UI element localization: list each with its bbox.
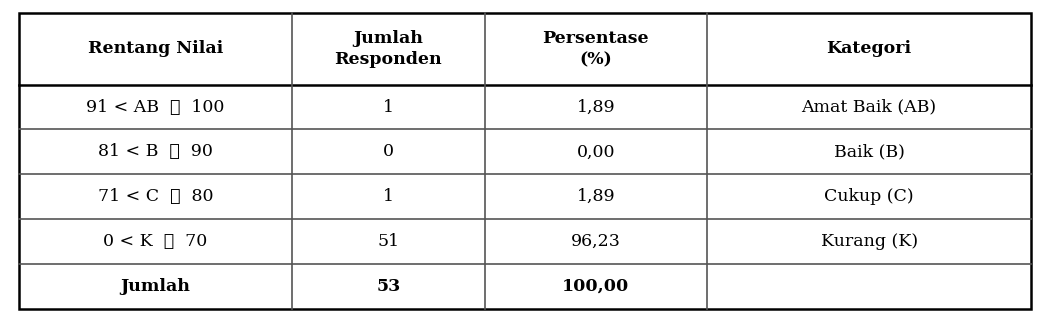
Text: Baik (B): Baik (B) (834, 143, 905, 160)
Text: 51: 51 (377, 233, 399, 250)
Text: 1,89: 1,89 (576, 99, 615, 116)
Text: 100,00: 100,00 (562, 278, 630, 295)
Text: Jumlah
Responden: Jumlah Responden (335, 30, 442, 68)
Text: 53: 53 (376, 278, 400, 295)
Text: 91 < AB  ≦  100: 91 < AB ≦ 100 (86, 99, 225, 116)
Text: 1: 1 (383, 99, 394, 116)
Text: Kategori: Kategori (826, 41, 911, 57)
Text: Jumlah: Jumlah (121, 278, 190, 295)
Text: Persentase
(%): Persentase (%) (543, 30, 649, 68)
Text: Cukup (C): Cukup (C) (824, 188, 914, 205)
Text: 71 < C  ≦  80: 71 < C ≦ 80 (98, 188, 213, 205)
Text: 96,23: 96,23 (571, 233, 621, 250)
Text: Rentang Nilai: Rentang Nilai (88, 41, 224, 57)
Bar (19, 13, 1031, 309)
Text: 1: 1 (383, 188, 394, 205)
Text: Kurang (K): Kurang (K) (821, 233, 918, 250)
Text: 1,89: 1,89 (576, 188, 615, 205)
Text: 0: 0 (383, 143, 394, 160)
Text: 81 < B  ≦  90: 81 < B ≦ 90 (98, 143, 213, 160)
Text: 0,00: 0,00 (576, 143, 615, 160)
Text: 0 < K  ≦  70: 0 < K ≦ 70 (103, 233, 208, 250)
Text: Amat Baik (AB): Amat Baik (AB) (801, 99, 937, 116)
